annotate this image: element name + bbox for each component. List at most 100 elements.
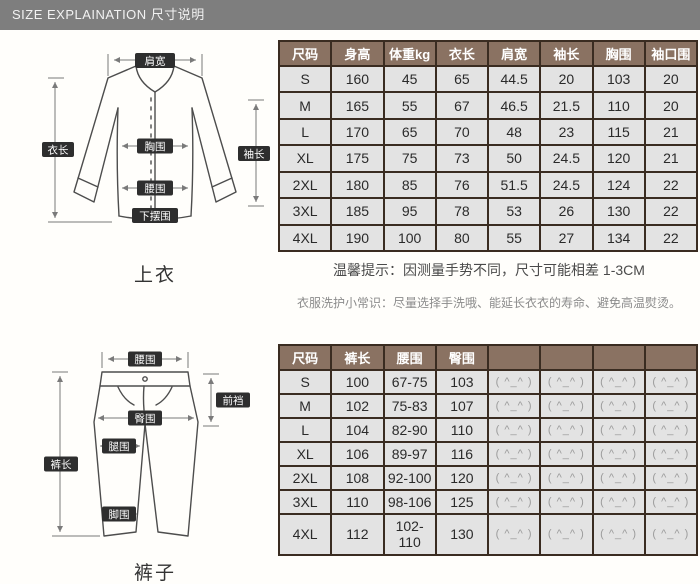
table-cell: 3XL	[277, 488, 333, 515]
svg-text:腰围: 腰围	[145, 183, 166, 195]
svg-text:衣长: 衣长	[48, 144, 69, 157]
table-cell: 3XL	[277, 197, 333, 226]
shirt-caption: 上衣	[133, 265, 176, 286]
table-cell: 22	[643, 197, 699, 226]
table-cell: 73	[434, 144, 490, 173]
table-cell: 180	[330, 170, 385, 200]
table-cell: 21	[643, 117, 699, 147]
table-cell: 2XL	[277, 464, 333, 491]
table-cell: ( ^_^ )	[539, 369, 594, 395]
table-cell: ( ^_^ )	[591, 488, 646, 515]
table-cell: 2XL	[277, 170, 333, 200]
table-cell: 24.5	[539, 144, 594, 173]
pants-length-label: 裤长	[44, 456, 78, 472]
column-header: 袖口围	[643, 40, 699, 67]
garment-length-label: 衣长	[42, 142, 74, 157]
table-cell: 120	[434, 464, 490, 491]
table-cell: 100	[330, 369, 385, 395]
table-cell: 51.5	[486, 170, 542, 200]
table-cell: 165	[330, 91, 385, 120]
chest-label: 胸围	[137, 138, 173, 154]
column-header: 尺码	[277, 40, 333, 67]
hip-label: 臀围	[128, 410, 162, 426]
table-cell: ( ^_^ )	[591, 369, 646, 395]
table-cell: S	[277, 369, 333, 395]
wash-tip: 衣服洗护小常识：尽量选择手洗哦、能延长衣衣的寿命、避免高温熨烫。	[296, 296, 681, 310]
table-cell: ( ^_^ )	[643, 440, 699, 467]
table-cell: 103	[591, 64, 646, 94]
table-row: 2XL 180 85 76 51.5 24.5 124 22	[277, 170, 699, 200]
table-cell: 75	[382, 144, 437, 173]
table-cell: ( ^_^ )	[486, 369, 542, 395]
column-header	[539, 344, 594, 371]
table-cell: ( ^_^ )	[591, 512, 646, 557]
table-row: 2XL 108 92-100 120( ^_^ )( ^_^ )( ^_^ )( ^_…	[277, 464, 699, 491]
column-header: 臀围	[434, 344, 490, 371]
table-cell: 130	[434, 512, 490, 557]
table-cell: 100	[382, 223, 437, 253]
table-cell: ( ^_^ )	[539, 392, 594, 419]
table-cell: 110	[330, 488, 385, 515]
table-row: S 100 67-75 103( ^_^ )( ^_^ )( ^_^ )( ^_^ )	[277, 369, 699, 395]
table-cell: 67	[434, 91, 490, 120]
table-cell: 22	[643, 170, 699, 200]
table-cell: 134	[591, 223, 646, 253]
svg-text:臀围: 臀围	[135, 413, 156, 425]
table-cell: 70	[434, 117, 490, 147]
hem-label: 下摆围	[132, 208, 178, 223]
table-cell: 110	[434, 416, 490, 443]
table-cell: 45	[382, 64, 437, 94]
table-cell: 26	[539, 197, 594, 226]
table-cell: 130	[591, 197, 646, 226]
column-header: 胸围	[591, 40, 646, 67]
table-cell: 92-100	[382, 464, 437, 491]
table-cell: 190	[330, 223, 385, 253]
table-row: M 102 75-83 107( ^_^ )( ^_^ )( ^_^ )( ^_^ )	[277, 392, 699, 419]
table-cell: 102	[330, 392, 385, 419]
table-cell: 78	[434, 197, 490, 226]
table-cell: 95	[382, 197, 437, 226]
table-cell: ( ^_^ )	[591, 464, 646, 491]
table-cell: ( ^_^ )	[486, 416, 542, 443]
table-cell: ( ^_^ )	[643, 369, 699, 395]
table-cell: 102-110	[382, 512, 437, 557]
table-cell: 89-97	[382, 440, 437, 467]
table-cell: ( ^_^ )	[539, 440, 594, 467]
table-cell: 106	[330, 440, 385, 467]
svg-text:腰围: 腰围	[135, 354, 156, 366]
table-row: 3XL 185 95 78 53 26 130 22	[277, 197, 699, 226]
table-cell: 65	[434, 64, 490, 94]
table-cell: 104	[330, 416, 385, 443]
thigh-label: 腿围	[102, 438, 136, 454]
table-cell: XL	[277, 144, 333, 173]
table-cell: 55	[486, 223, 542, 253]
table-cell: 76	[434, 170, 490, 200]
table-cell: 20	[643, 64, 699, 94]
table-cell: S	[277, 64, 333, 94]
svg-text:前裆: 前裆	[223, 394, 244, 407]
table-cell: 170	[330, 117, 385, 147]
column-header	[486, 344, 542, 371]
table-cell: ( ^_^ )	[643, 464, 699, 491]
table-cell: 48	[486, 117, 542, 147]
shoulder-width-label: 肩宽	[135, 53, 175, 68]
table-cell: ( ^_^ )	[591, 392, 646, 419]
table-row: 4XL 112 102-110 130( ^_^ )( ^_^ )( ^_^ )( ^…	[277, 512, 699, 557]
table-cell: 53	[486, 197, 542, 226]
table-cell: L	[277, 416, 333, 443]
table-row: M 165 55 67 46.5 21.5 110 20	[277, 91, 699, 120]
table-cell: ( ^_^ )	[539, 464, 594, 491]
column-header: 尺码	[277, 344, 333, 371]
pants-caption: 裤子	[133, 563, 176, 584]
column-header: 袖长	[539, 40, 594, 67]
table-cell: 22	[643, 223, 699, 253]
sleeve-length-label: 袖长	[238, 146, 270, 161]
column-header: 衣长	[434, 40, 490, 67]
table-cell: 50	[486, 144, 542, 173]
table-cell: ( ^_^ )	[486, 464, 542, 491]
table-cell: 82-90	[382, 416, 437, 443]
table-cell: ( ^_^ )	[591, 416, 646, 443]
measure-tip: 温馨提示：因测量手势不同，尺寸可能相差 1-3CM	[333, 262, 645, 278]
table-cell: ( ^_^ )	[539, 512, 594, 557]
